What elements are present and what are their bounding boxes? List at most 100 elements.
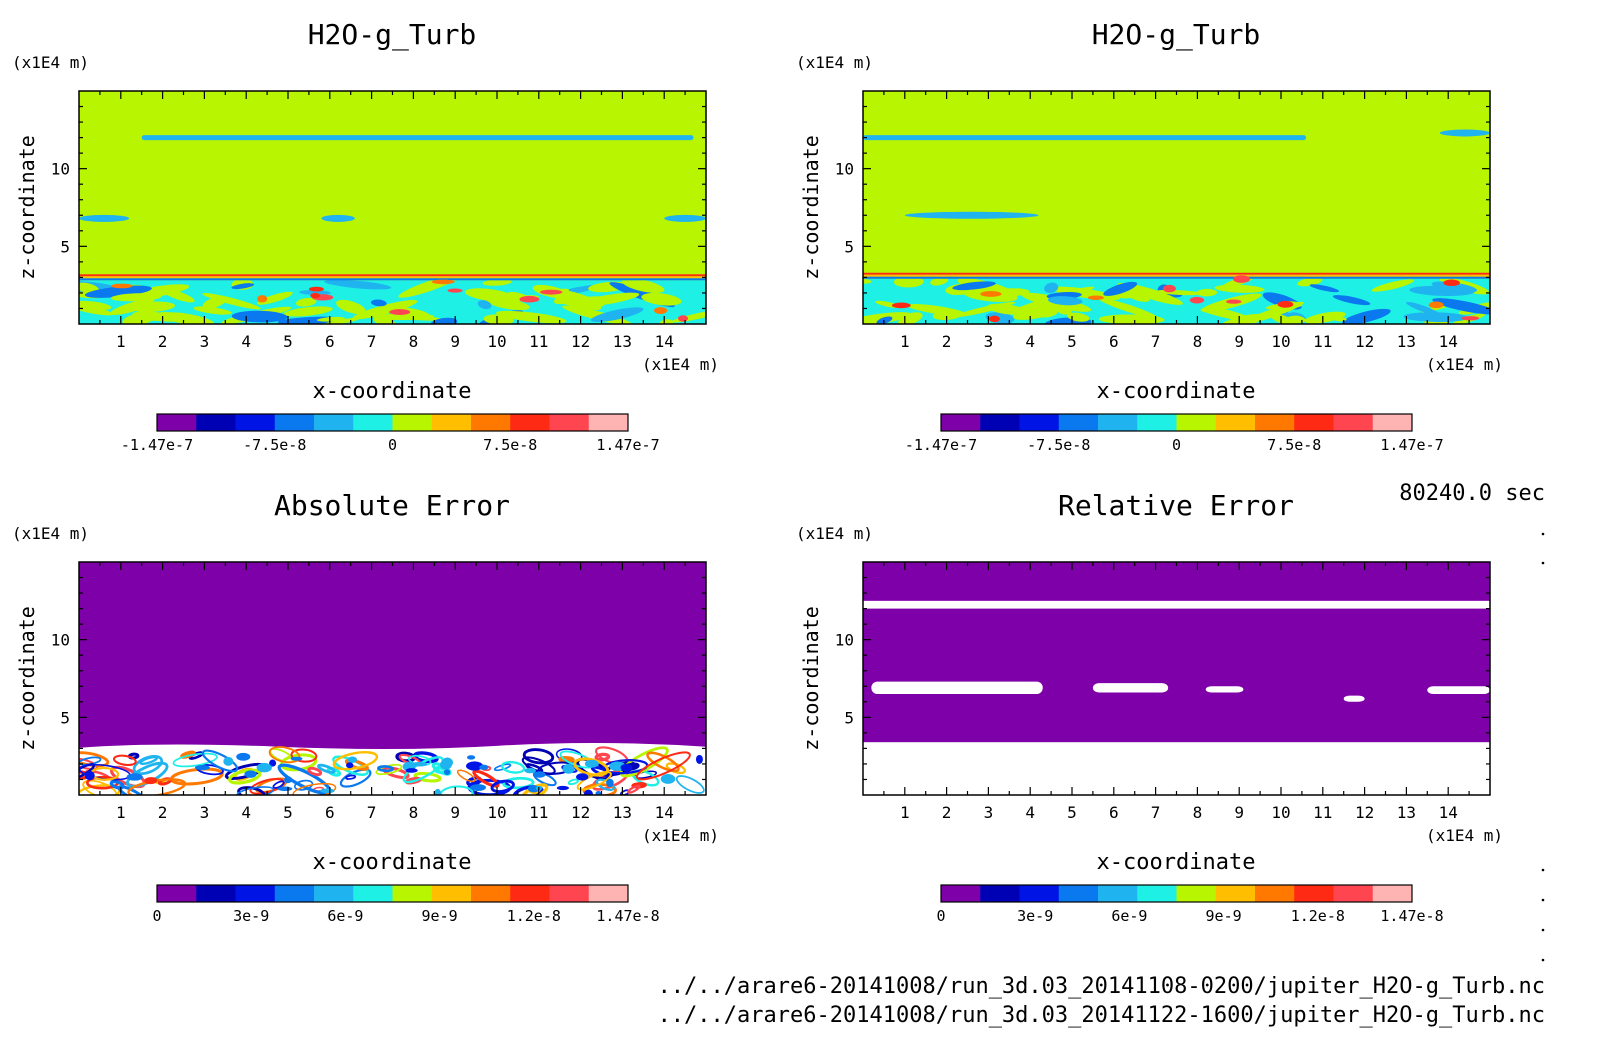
y-axis-label: z-coordinate <box>15 606 39 751</box>
x-tick-label: 6 <box>1109 803 1119 822</box>
colorbar-swatch <box>314 885 354 902</box>
colorbar-tick-label: 7.5e-8 <box>483 436 537 454</box>
colorbar-tick-label: 1.47e-8 <box>596 907 659 925</box>
x-tick-label: 10 <box>1271 332 1290 351</box>
chart-title: H2O-g_Turb <box>1092 18 1261 52</box>
colorbar-swatch <box>274 885 315 902</box>
x-tick-label: 14 <box>655 803 674 822</box>
colorbar-tick-label: 1.2e-8 <box>1291 907 1345 925</box>
plot-area <box>79 562 706 795</box>
x-axis-label: x-coordinate <box>313 850 472 875</box>
x-tick-label: 11 <box>1313 803 1332 822</box>
time-label: 80240.0 sec <box>1399 481 1545 506</box>
colorbar-tick-label: 3e-9 <box>233 907 269 925</box>
colorbar-swatch <box>588 414 629 431</box>
x-tick-label: 9 <box>450 332 460 351</box>
x-unit-label: (x1E4 m) <box>1426 355 1503 374</box>
chart-title: H2O-g_Turb <box>308 18 477 52</box>
colorbar-swatch <box>235 885 276 902</box>
colorbar-swatch <box>1019 885 1060 902</box>
colorbar-swatch <box>1019 414 1060 431</box>
colorbar-swatch <box>1255 414 1295 431</box>
x-tick-label: 2 <box>158 803 168 822</box>
colorbar-swatch <box>510 885 550 902</box>
colorbar-swatch <box>980 885 1020 902</box>
colorbar-frame <box>156 884 629 903</box>
x-tick-label: 8 <box>409 332 419 351</box>
x-tick-label: 4 <box>241 332 251 351</box>
colorbar: 0 3e-9 6e-9 9e-9 1.2e-8 1.47e-8 <box>936 884 1444 925</box>
colorbar-swatch <box>1294 414 1334 431</box>
x-tick-label: 5 <box>283 332 293 351</box>
contour-patch <box>664 214 706 222</box>
colorbar-swatch <box>510 414 550 431</box>
colorbar-swatch <box>353 414 393 431</box>
colorbar-tick-label: -7.5e-8 <box>1027 436 1090 454</box>
colorbar-swatch <box>471 885 511 902</box>
x-tick-label: 12 <box>1355 803 1374 822</box>
y-axis-label: z-coordinate <box>799 606 823 751</box>
file-path-1: ../../arare6-20141008/run_3d.03_20141108… <box>658 974 1545 999</box>
x-axis-label: x-coordinate <box>313 379 472 404</box>
colorbar-tick-label: 0 <box>1172 436 1181 454</box>
y-unit-label: (x1E4 m) <box>796 524 873 543</box>
y-tick-label: 10 <box>835 631 854 650</box>
x-tick-label: 3 <box>200 803 210 822</box>
y-axis-label: z-coordinate <box>799 135 823 280</box>
x-unit-label: (x1E4 m) <box>642 826 719 845</box>
colorbar-swatch <box>353 885 393 902</box>
y-tick-label: 10 <box>51 160 70 179</box>
x-tick-label: 11 <box>529 803 548 822</box>
contour-patch <box>904 211 1039 219</box>
x-tick-label: 9 <box>1234 332 1244 351</box>
colorbar-frame <box>940 884 1413 903</box>
missing-patch <box>1092 683 1169 693</box>
x-tick-label: 9 <box>450 803 460 822</box>
x-tick-label: 11 <box>529 332 548 351</box>
colorbar: 0 3e-9 6e-9 9e-9 1.2e-8 1.47e-8 <box>152 884 660 925</box>
x-tick-label: 8 <box>1193 803 1203 822</box>
colorbar-swatch <box>1058 414 1099 431</box>
colorbar-swatch <box>1215 885 1256 902</box>
colorbar-swatch <box>392 414 433 431</box>
missing-region <box>863 742 1490 795</box>
colorbar-frame <box>156 413 629 432</box>
missing-patch <box>1427 686 1490 695</box>
ticks <box>863 562 1490 795</box>
y-unit-label: (x1E4 m) <box>12 524 89 543</box>
uniform-region <box>863 562 1490 743</box>
ticks <box>79 91 706 324</box>
chart-panel-2: H2O-g_Turb (x1E4 m) (x1E4 m) x-coordinate z-… <box>796 18 1503 454</box>
x-tick-label: 4 <box>1025 803 1035 822</box>
x-tick-label: 6 <box>1109 332 1119 351</box>
x-tick-label: 14 <box>1439 332 1458 351</box>
x-tick-label: 5 <box>1067 803 1077 822</box>
colorbar-tick-label: 3e-9 <box>1017 907 1053 925</box>
y-tick-label: 5 <box>844 708 854 727</box>
x-tick-label: 7 <box>367 332 377 351</box>
x-tick-label: 12 <box>571 803 590 822</box>
colorbar-tick-label: 6e-9 <box>327 907 363 925</box>
x-tick-label: 1 <box>116 803 126 822</box>
plot-area <box>863 91 1490 324</box>
x-unit-label: (x1E4 m) <box>1426 826 1503 845</box>
x-tick-label: 12 <box>1355 332 1374 351</box>
plot-area <box>863 562 1490 795</box>
colorbar-swatch <box>196 414 236 431</box>
x-tick-label: 11 <box>1313 332 1332 351</box>
y-tick-label: 5 <box>844 237 854 256</box>
colorbar-swatch <box>1176 414 1217 431</box>
y-tick-label: 5 <box>60 237 70 256</box>
contour-band <box>141 135 694 141</box>
x-tick-label: 13 <box>1397 332 1416 351</box>
colorbar-swatch <box>1294 885 1334 902</box>
y-tick-label: 10 <box>51 631 70 650</box>
stray-dots <box>1541 532 1545 962</box>
x-tick-label: 10 <box>1271 803 1290 822</box>
missing-patch <box>1205 686 1244 693</box>
x-tick-label: 13 <box>613 803 632 822</box>
colorbar-frame <box>940 413 1413 432</box>
colorbar-swatch <box>1176 885 1217 902</box>
colorbar-tick-label: 7.5e-8 <box>1267 436 1321 454</box>
